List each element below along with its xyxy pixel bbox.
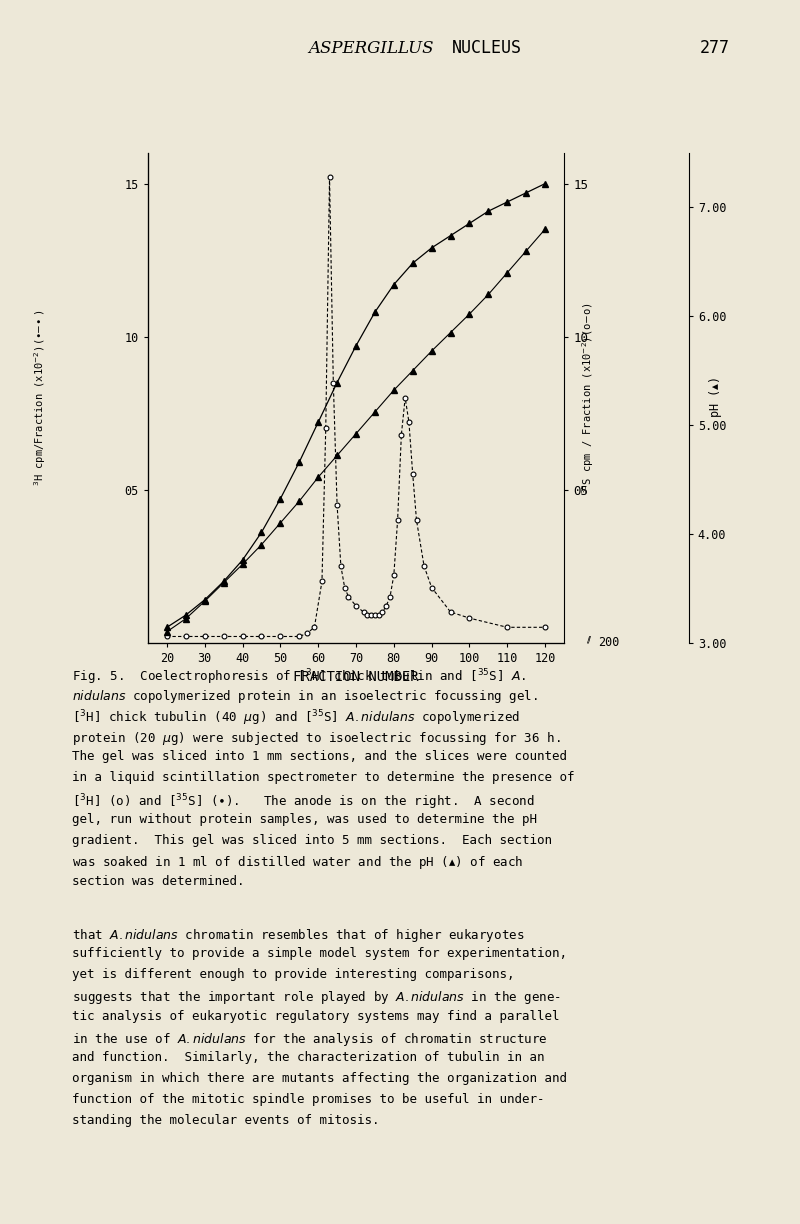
- Text: was soaked in 1 ml of distilled water and the pH ($\blacktriangle$) of each: was soaked in 1 ml of distilled water an…: [72, 854, 523, 871]
- Text: protein (20 $\mu$g) were subjected to isoelectric focussing for 36 h.: protein (20 $\mu$g) were subjected to is…: [72, 730, 561, 747]
- Text: 200: 200: [598, 636, 620, 649]
- Text: yet is different enough to provide interesting comparisons,: yet is different enough to provide inter…: [72, 968, 514, 982]
- Text: gel, run without protein samples, was used to determine the pH: gel, run without protein samples, was us…: [72, 813, 537, 826]
- Text: The gel was sliced into 1 mm sections, and the slices were counted: The gel was sliced into 1 mm sections, a…: [72, 750, 567, 764]
- Text: sufficiently to provide a simple model system for experimentation,: sufficiently to provide a simple model s…: [72, 947, 567, 961]
- Text: function of the mitotic spindle promises to be useful in under-: function of the mitotic spindle promises…: [72, 1093, 545, 1106]
- Text: 277: 277: [700, 39, 730, 56]
- Text: $^{/\!/}$: $^{/\!/}$: [586, 636, 592, 649]
- Text: NUCLEUS: NUCLEUS: [452, 39, 522, 56]
- Text: that $A.nidulans$ chromatin resembles that of higher eukaryotes: that $A.nidulans$ chromatin resembles th…: [72, 927, 525, 944]
- Text: pH ($\blacktriangle$): pH ($\blacktriangle$): [707, 377, 725, 419]
- Text: gradient.  This gel was sliced into 5 mm sections.  Each section: gradient. This gel was sliced into 5 mm …: [72, 834, 552, 847]
- Text: [$^3$H] (o) and [$^{35}$S] ($\bullet$).   The anode is on the right.  A second: [$^3$H] (o) and [$^{35}$S] ($\bullet$). …: [72, 792, 535, 812]
- Text: $^3$H cpm/Fraction (x10$^{-2}$)($\bullet\!\!-\!\!\bullet$): $^3$H cpm/Fraction (x10$^{-2}$)($\bullet…: [32, 310, 48, 486]
- Text: in a liquid scintillation spectrometer to determine the presence of: in a liquid scintillation spectrometer t…: [72, 771, 574, 785]
- X-axis label: FRACTION NUMBER: FRACTION NUMBER: [293, 671, 419, 684]
- Text: ASPERGILLUS: ASPERGILLUS: [308, 39, 434, 56]
- Text: $nidulans$ copolymerized protein in an isoelectric focussing gel.: $nidulans$ copolymerized protein in an i…: [72, 688, 538, 705]
- Text: and function.  Similarly, the characterization of tubulin in an: and function. Similarly, the characteriz…: [72, 1051, 545, 1065]
- Text: standing the molecular events of mitosis.: standing the molecular events of mitosis…: [72, 1114, 379, 1127]
- Text: Fig. 5.  Coelectrophoresis of [$^3$H] chick tubulin and [$^{35}$S] $A$.: Fig. 5. Coelectrophoresis of [$^3$H] chi…: [72, 667, 526, 687]
- Text: tic analysis of eukaryotic regulatory systems may find a parallel: tic analysis of eukaryotic regulatory sy…: [72, 1010, 559, 1023]
- Text: [$^3$H] chick tubulin (40 $\mu$g) and [$^{35}$S] $A.nidulans$ copolymerized: [$^3$H] chick tubulin (40 $\mu$g) and [$…: [72, 709, 520, 728]
- Text: suggests that the important role played by $A.nidulans$ in the gene-: suggests that the important role played …: [72, 989, 561, 1006]
- Text: section was determined.: section was determined.: [72, 875, 245, 889]
- Text: organism in which there are mutants affecting the organization and: organism in which there are mutants affe…: [72, 1072, 567, 1086]
- Text: $^{35}$S cpm / Fraction (x10$^{-2}$)(o$-$o): $^{35}$S cpm / Fraction (x10$^{-2}$)(o$-…: [580, 302, 596, 493]
- Text: in the use of $A.nidulans$ for the analysis of chromatin structure: in the use of $A.nidulans$ for the analy…: [72, 1031, 547, 1048]
